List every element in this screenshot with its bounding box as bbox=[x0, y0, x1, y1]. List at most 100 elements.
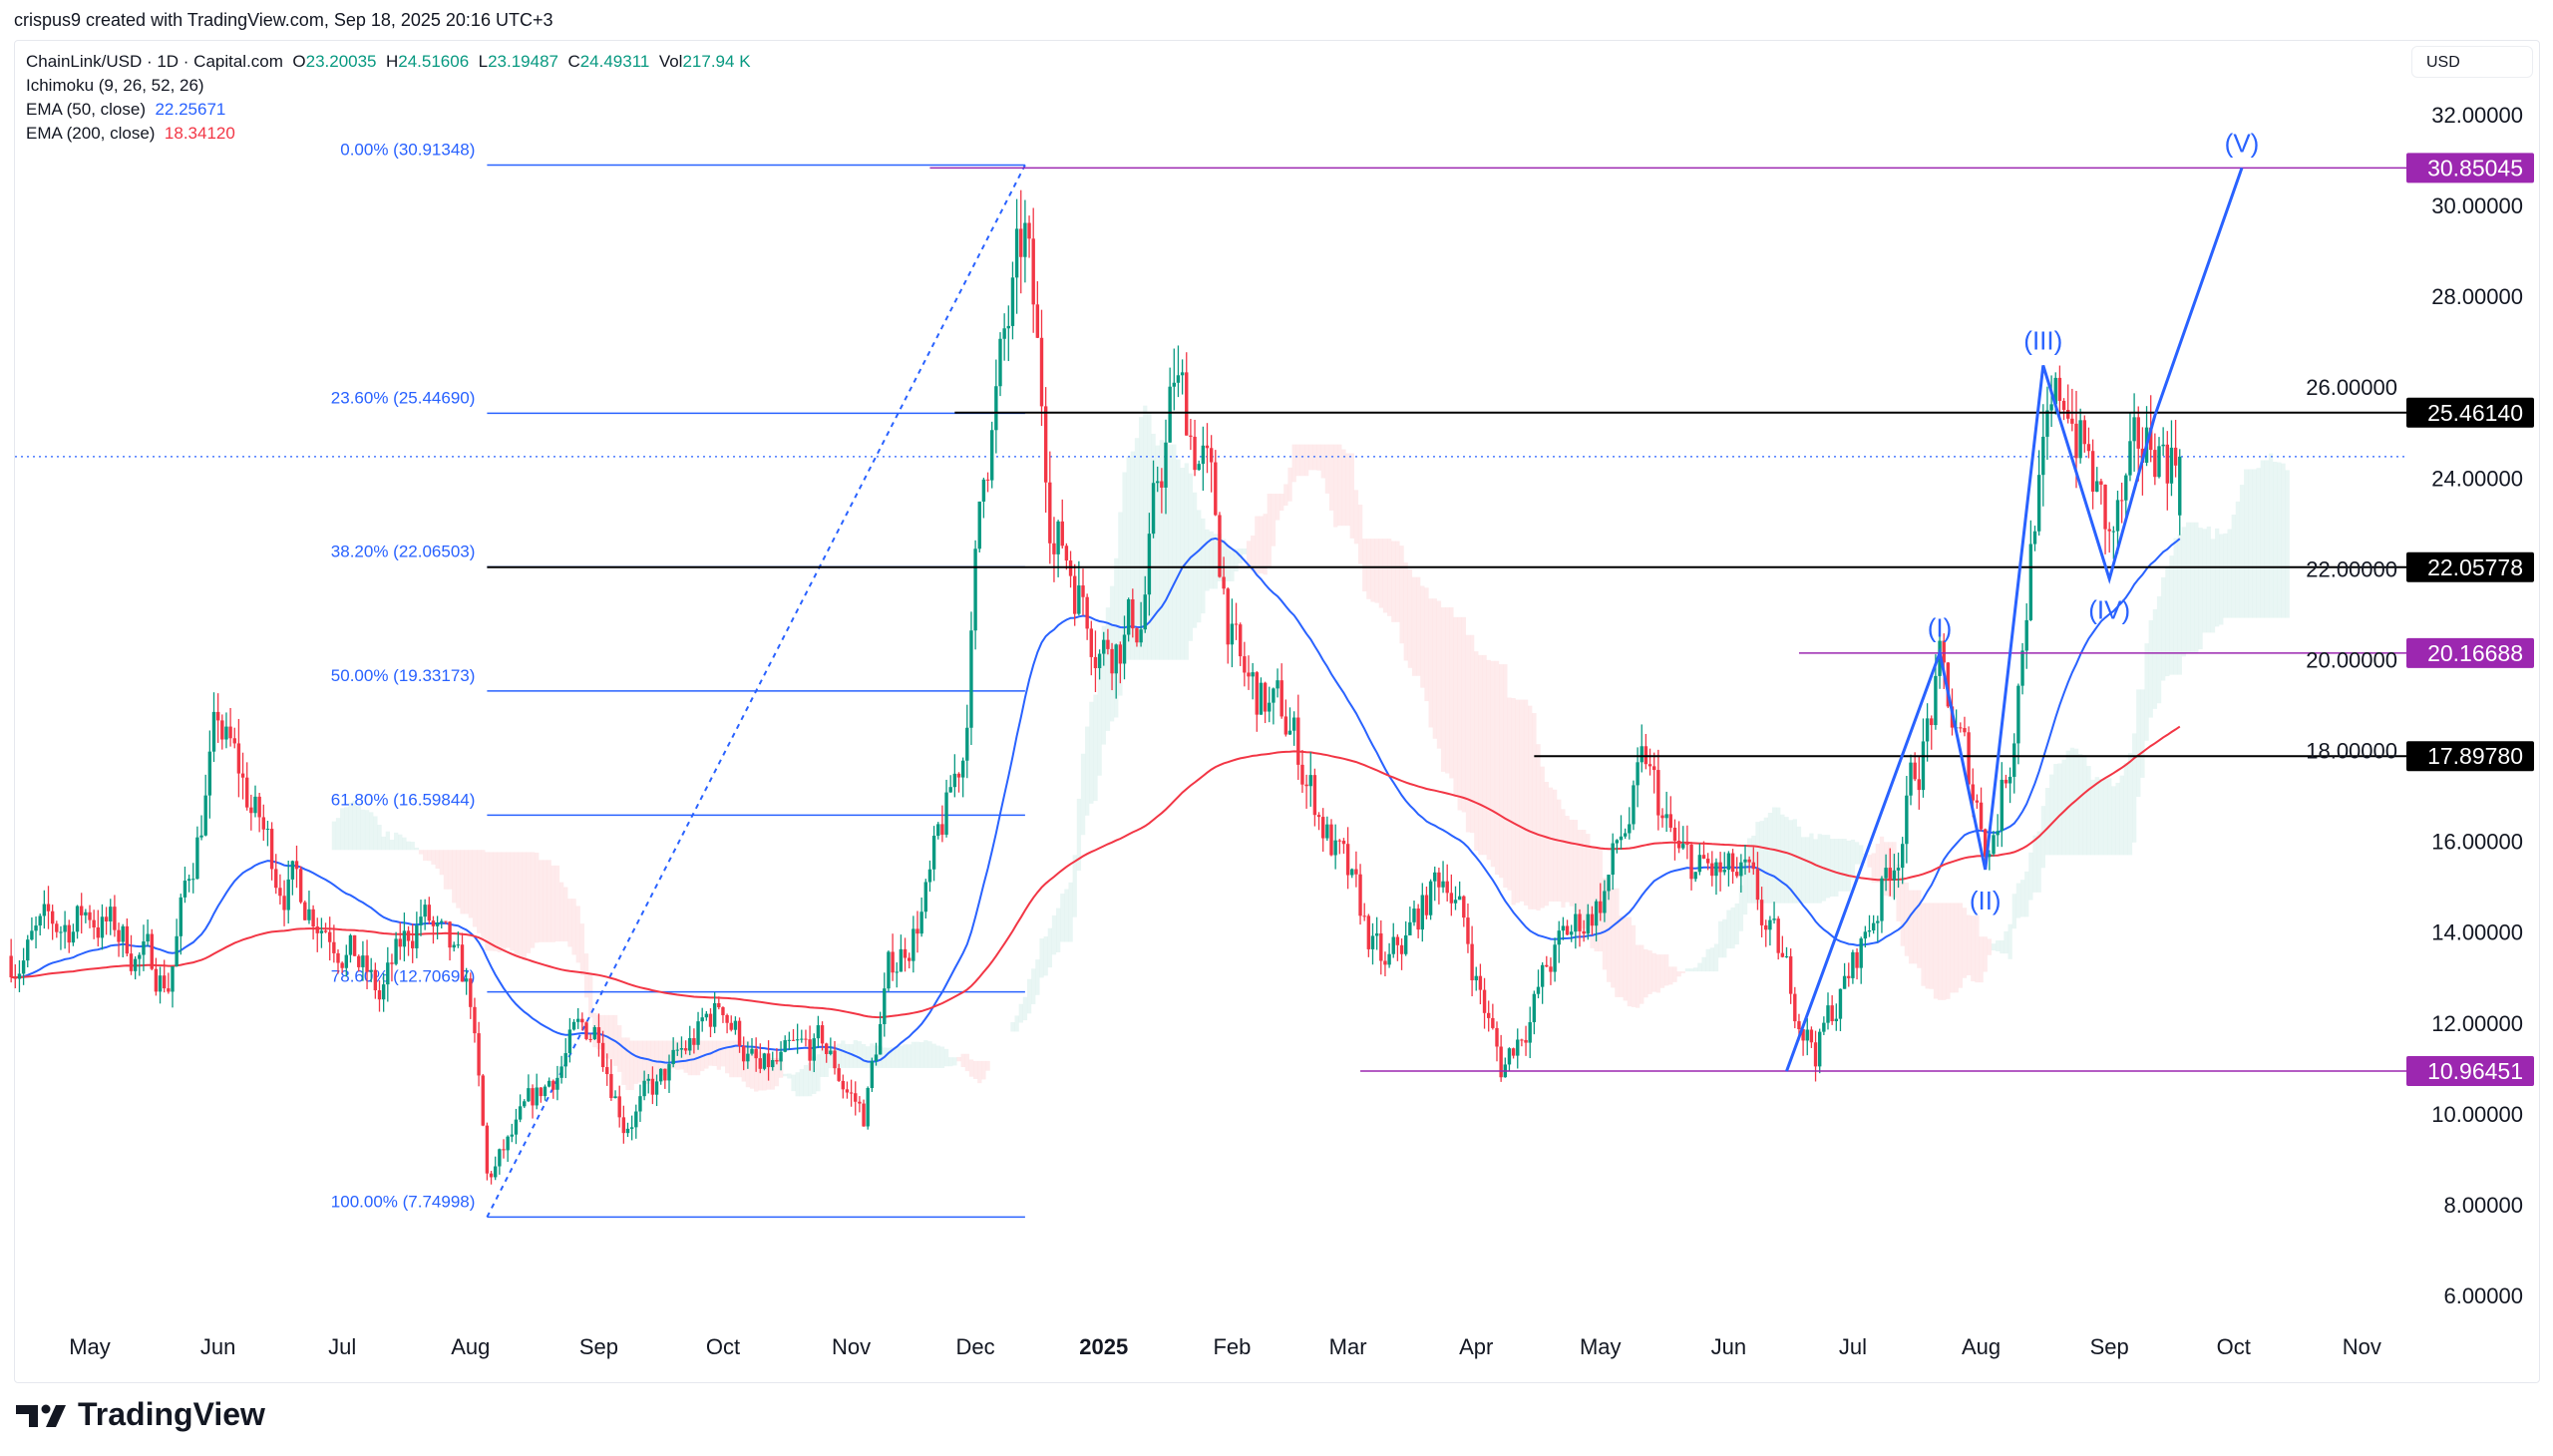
ichimoku-cloud-segment bbox=[853, 1040, 858, 1068]
candle-body bbox=[1913, 762, 1917, 780]
candle-body bbox=[1276, 680, 1279, 689]
ichimoku-cloud-segment bbox=[1705, 948, 1710, 972]
candle-body bbox=[1064, 546, 1069, 561]
ichimoku-legend[interactable]: Ichimoku (9, 26, 52, 26) bbox=[26, 76, 204, 95]
tradingview-logo[interactable]: TradingView bbox=[16, 1396, 265, 1433]
ichimoku-cloud-segment bbox=[2061, 759, 2066, 856]
ichimoku-cloud-segment bbox=[1043, 936, 1048, 976]
candle-body bbox=[80, 906, 84, 915]
ichimoku-cloud-segment bbox=[1499, 664, 1504, 879]
candle-body bbox=[1553, 944, 1557, 972]
candle-body bbox=[617, 1096, 621, 1118]
candle-body bbox=[274, 869, 278, 889]
candle-body bbox=[427, 905, 431, 921]
ichimoku-cloud-segment bbox=[1668, 966, 1673, 985]
ichimoku-cloud-segment bbox=[919, 1042, 924, 1068]
ichimoku-cloud-segment bbox=[2281, 463, 2286, 618]
candle-body bbox=[650, 1078, 655, 1095]
candle-body bbox=[1603, 891, 1607, 913]
candle-body bbox=[1387, 953, 1391, 965]
candle-body bbox=[887, 951, 891, 989]
ichimoku-cloud-segment bbox=[1996, 940, 2001, 951]
fib-level-label: 23.60% (25.44690) bbox=[331, 388, 476, 407]
candle-body bbox=[1156, 481, 1160, 484]
candle-body bbox=[211, 711, 216, 752]
ichimoku-cloud-segment bbox=[1684, 968, 1690, 972]
ichimoku-cloud-segment bbox=[1544, 782, 1549, 907]
elliott-wave-label: (IV) bbox=[2088, 595, 2130, 625]
ichimoku-cloud-segment bbox=[1962, 908, 1968, 978]
candle-body bbox=[1441, 881, 1445, 888]
ema50-legend[interactable]: EMA (50, close) 22.25671 bbox=[26, 98, 751, 122]
ichimoku-cloud-segment bbox=[1742, 863, 1748, 915]
ichimoku-cloud-segment bbox=[2065, 750, 2070, 856]
ichimoku-cloud-segment bbox=[1859, 845, 1864, 865]
ichimoku-cloud-segment bbox=[774, 1057, 780, 1087]
ichimoku-cloud-segment bbox=[956, 1057, 961, 1062]
ichimoku-cloud-segment bbox=[418, 850, 424, 855]
ichimoku-cloud-segment bbox=[1047, 927, 1052, 968]
candle-body bbox=[2107, 529, 2111, 532]
ichimoku-cloud-segment bbox=[464, 850, 469, 914]
ichimoku-cloud-segment bbox=[2156, 595, 2162, 704]
candle-body bbox=[1946, 662, 1951, 707]
candle-body bbox=[1768, 919, 1772, 930]
ichimoku-cloud-segment bbox=[1130, 451, 1135, 660]
ichimoku-cloud-segment bbox=[468, 850, 473, 918]
candle-body bbox=[518, 1106, 523, 1120]
ichimoku-cloud-segment bbox=[899, 1045, 904, 1068]
ichimoku-cloud-segment bbox=[1718, 920, 1723, 958]
ichimoku-cloud-segment bbox=[2252, 469, 2257, 618]
candle-body bbox=[1664, 814, 1668, 819]
candle-body bbox=[319, 930, 324, 933]
ichimoku-cloud-segment bbox=[1975, 915, 1980, 983]
ichimoku-cloud-segment bbox=[1010, 1022, 1015, 1032]
candle-body bbox=[721, 1007, 725, 1015]
candle-body bbox=[1701, 855, 1706, 859]
ichimoku-cloud-segment bbox=[2173, 538, 2178, 675]
candle-body bbox=[527, 1088, 531, 1102]
candle-body bbox=[1726, 853, 1731, 871]
candle-body bbox=[411, 940, 415, 948]
candle-body bbox=[2032, 531, 2037, 545]
candle-body bbox=[1780, 952, 1785, 957]
candle-body bbox=[1693, 872, 1697, 880]
ichimoku-cloud-segment bbox=[427, 850, 432, 862]
ichimoku-cloud-segment bbox=[1503, 664, 1508, 889]
time-axis-tick: Apr bbox=[1459, 1334, 1493, 1359]
ichimoku-cloud-segment bbox=[952, 1057, 957, 1066]
time-axis-tick: Feb bbox=[1213, 1334, 1251, 1359]
ichimoku-cloud-segment bbox=[985, 1060, 990, 1071]
ema200-legend[interactable]: EMA (200, close) 18.34120 bbox=[26, 122, 751, 146]
candle-body bbox=[489, 1173, 494, 1178]
candle-body bbox=[762, 1053, 767, 1069]
ichimoku-cloud-segment bbox=[571, 899, 576, 955]
candle-body bbox=[1788, 955, 1793, 994]
elliott-wave-label: (III) bbox=[2023, 325, 2062, 355]
ichimoku-cloud-segment bbox=[2102, 778, 2108, 856]
candle-body bbox=[1268, 702, 1272, 712]
symbol-label[interactable]: ChainLink/USD · 1D · Capital.com bbox=[26, 52, 283, 71]
ichimoku-cloud-segment bbox=[526, 852, 532, 953]
time-axis-tick: Jun bbox=[200, 1334, 235, 1359]
ichimoku-cloud-segment bbox=[1312, 444, 1317, 471]
candle-body bbox=[1230, 623, 1235, 645]
candle-body bbox=[1433, 872, 1437, 882]
candle-body bbox=[1085, 596, 1089, 629]
ichimoku-cloud-segment bbox=[2148, 620, 2153, 718]
candle-body bbox=[1963, 728, 1967, 733]
ichimoku-cloud-segment bbox=[1259, 516, 1264, 574]
price-axis-tick: 12.00000 bbox=[2431, 1011, 2523, 1036]
candle-body bbox=[2045, 410, 2049, 437]
ichimoku-cloud-segment bbox=[1805, 837, 1810, 904]
ichimoku-cloud-segment bbox=[522, 852, 527, 960]
ichimoku-cloud-segment bbox=[1163, 442, 1169, 660]
candle-body bbox=[21, 960, 26, 974]
candle-body bbox=[265, 829, 270, 831]
currency-button[interactable]: USD bbox=[2411, 46, 2533, 78]
candle-body bbox=[2128, 441, 2132, 476]
candle-body bbox=[323, 930, 328, 932]
candle-body bbox=[1842, 975, 1847, 989]
ichimoku-cloud-segment bbox=[2049, 774, 2054, 856]
